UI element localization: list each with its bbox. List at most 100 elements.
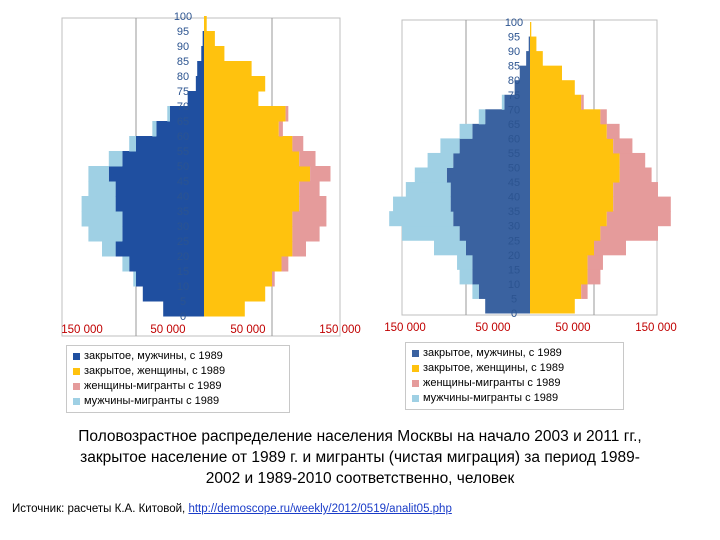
x-tick-label: 150 000 [384, 322, 426, 334]
bar-closed-women [530, 95, 581, 110]
bar-closed-women [530, 153, 620, 168]
bar-migrant-women [594, 240, 626, 255]
legend-label: женщины-мигранты с 1989 [423, 376, 560, 391]
age-label: 25 [508, 235, 520, 247]
age-label: 100 [505, 17, 523, 29]
age-label: 30 [508, 221, 520, 233]
bar-closed-women [530, 240, 594, 255]
bar-migrant-men [460, 124, 473, 139]
age-label: 85 [508, 61, 520, 73]
bar-migrant-men [406, 182, 451, 197]
age-label: 95 [508, 32, 520, 44]
bar-migrant-women [607, 124, 620, 139]
age-label: 70 [508, 104, 520, 116]
bar-migrant-women [620, 153, 646, 168]
bar-closed-women [530, 269, 588, 284]
bar-migrant-men [472, 284, 478, 299]
bar-closed-men [479, 284, 530, 299]
legend-label: закрытое, мужчины, с 1989 [84, 349, 223, 364]
bar-migrant-women [588, 255, 603, 270]
bar-closed-men [485, 298, 530, 313]
legend-item-migrant-women: женщины-мигранты с 1989 [412, 376, 617, 391]
bar-migrant-women [581, 284, 587, 299]
age-label: 60 [508, 133, 520, 145]
legend-label: закрытое, женщины, с 1989 [423, 361, 564, 376]
legend-swatch [73, 368, 80, 375]
bar-closed-men [472, 124, 530, 139]
age-label: 90 [508, 46, 520, 58]
legend-item-closed-women: закрытое, женщины, с 1989 [73, 364, 283, 379]
bar-closed-women [530, 124, 607, 139]
age-label: 15 [508, 264, 520, 276]
bar-closed-women [530, 298, 575, 313]
bar-closed-men [529, 37, 530, 52]
age-label: 40 [508, 192, 520, 204]
age-label: 80 [508, 75, 520, 87]
legend-swatch [412, 365, 419, 372]
bar-closed-women [530, 22, 531, 37]
bar-closed-men [472, 269, 530, 284]
bar-closed-women [530, 211, 607, 226]
age-label: 55 [508, 148, 520, 160]
legend-swatch [73, 398, 80, 405]
legend-item-closed-women: закрытое, женщины, с 1989 [412, 361, 617, 376]
figure-caption: Половозрастное распределение населения М… [10, 426, 710, 489]
legend-label: закрытое, женщины, с 1989 [84, 364, 225, 379]
legend-item-migrant-men: мужчины-мигранты с 1989 [412, 391, 617, 406]
x-tick-label: 50 000 [555, 322, 590, 334]
age-label: 35 [508, 206, 520, 218]
legend-swatch [412, 350, 419, 357]
bar-migrant-women [613, 138, 632, 153]
bar-closed-women [530, 66, 562, 81]
source-note: Источник: расчеты К.А. Китовой, http://d… [12, 503, 452, 515]
legend-swatch [412, 380, 419, 387]
legend-item-closed-men: закрытое, мужчины, с 1989 [412, 346, 617, 361]
bar-migrant-men [428, 153, 454, 168]
bar-closed-women [530, 182, 613, 197]
source-prefix: Источник: расчеты К.А. Китовой, [12, 503, 188, 515]
bar-migrant-men [502, 95, 505, 110]
bar-closed-men [472, 255, 530, 270]
bar-migrant-men [415, 168, 447, 183]
bar-migrant-women [613, 197, 671, 212]
bar-closed-women [530, 109, 600, 124]
bar-closed-women [530, 80, 575, 95]
legend-swatch [73, 353, 80, 360]
bar-closed-men [526, 51, 530, 66]
bar-migrant-men [457, 255, 472, 270]
bar-migrant-women [581, 95, 584, 110]
bar-migrant-women [620, 168, 652, 183]
legend-label: женщины-мигранты с 1989 [84, 379, 221, 394]
age-label: 0 [511, 308, 517, 320]
legend-swatch [73, 383, 80, 390]
age-label: 65 [508, 119, 520, 131]
bar-closed-women [530, 168, 620, 183]
bar-migrant-men [440, 138, 459, 153]
bar-migrant-women [613, 182, 658, 197]
bar-closed-women [530, 138, 613, 153]
legend-label: мужчины-мигранты с 1989 [423, 391, 558, 406]
caption-line: закрытое население от 1989 г. и мигранты… [10, 447, 710, 468]
bar-closed-men [466, 240, 530, 255]
bar-migrant-women [600, 226, 658, 241]
bar-closed-women [530, 284, 581, 299]
bar-closed-women [530, 37, 536, 52]
x-tick-label: 150 000 [635, 322, 677, 334]
plot-area: 1009590858075706560555045403530252015105… [384, 17, 677, 334]
source-link[interactable]: http://demoscope.ru/weekly/2012/0519/ana… [188, 503, 451, 515]
caption-line: 2002 и 1989-2010 соответственно, человек [10, 468, 710, 489]
bar-migrant-women [607, 211, 671, 226]
bar-migrant-women [600, 109, 606, 124]
legend-2003: закрытое, мужчины, с 1989 закрытое, женщ… [66, 345, 290, 413]
bar-closed-women [530, 226, 600, 241]
age-label: 10 [508, 279, 520, 291]
caption-line: Половозрастное распределение населения М… [10, 426, 710, 447]
age-label: 75 [508, 90, 520, 102]
legend-label: мужчины-мигранты с 1989 [84, 394, 219, 409]
bar-migrant-women [588, 269, 601, 284]
bar-migrant-men [479, 109, 485, 124]
bar-migrant-men [402, 226, 460, 241]
legend-item-migrant-men: мужчины-мигранты с 1989 [73, 394, 283, 409]
legend-item-closed-men: закрытое, мужчины, с 1989 [73, 349, 283, 364]
bar-migrant-men [393, 197, 451, 212]
